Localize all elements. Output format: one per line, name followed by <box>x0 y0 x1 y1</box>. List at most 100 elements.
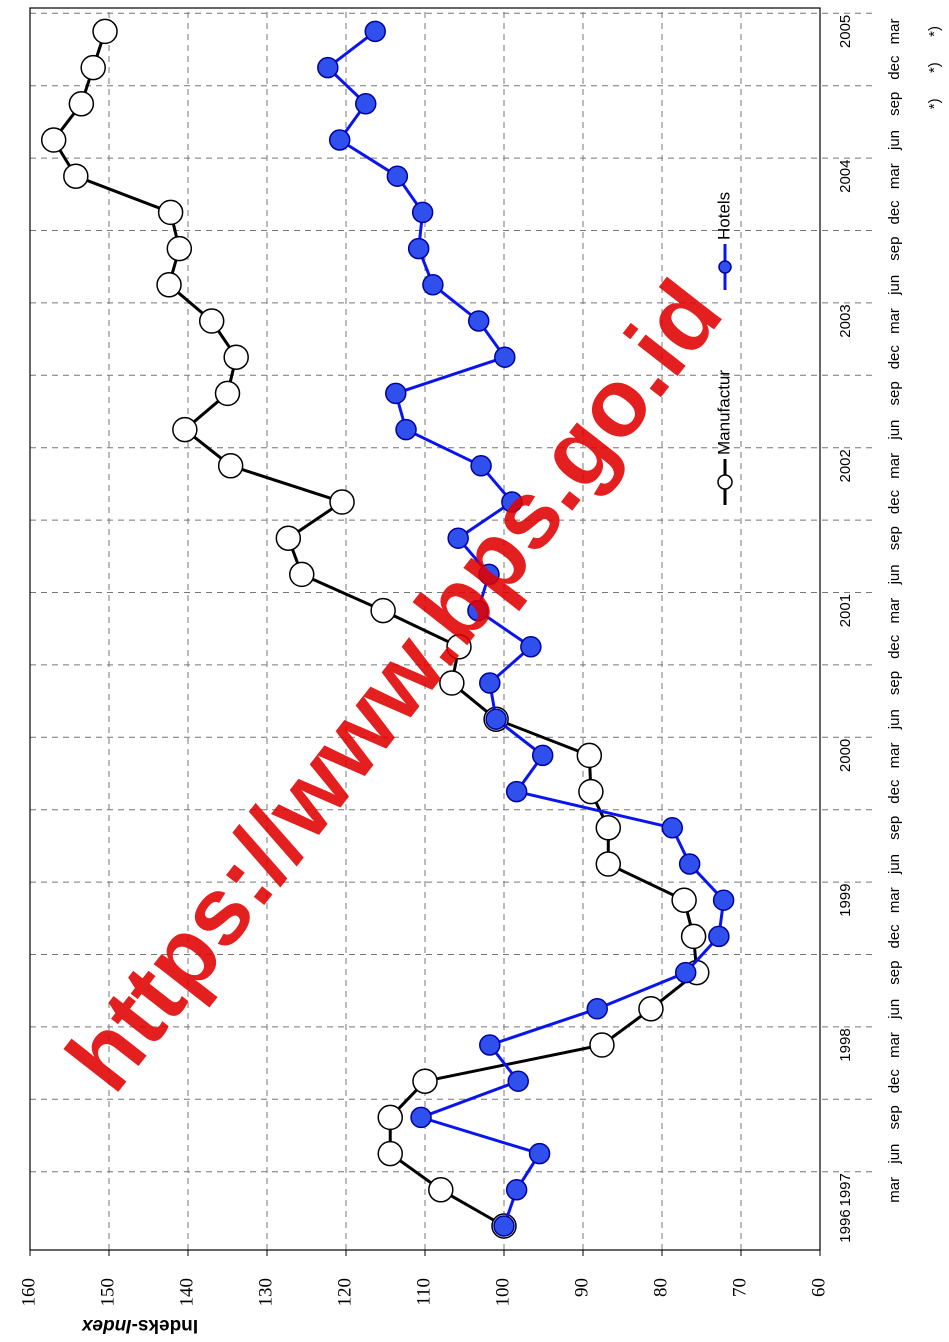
x-tick-label: sep <box>886 92 903 116</box>
x-tick-label: dec <box>886 924 903 949</box>
data-point <box>678 853 701 875</box>
data-point <box>329 489 355 515</box>
data-point <box>214 380 241 407</box>
data-point <box>680 923 707 950</box>
x-tick-label: dec <box>886 489 903 514</box>
x-tick-label: sep <box>886 237 903 261</box>
data-point <box>528 1142 551 1165</box>
note-label: *) <box>926 98 943 109</box>
y-tick-label: 60 <box>808 1278 829 1297</box>
data-point <box>411 201 434 224</box>
x-tick-label: mar <box>886 18 903 44</box>
x-tick-label: sep <box>886 381 903 405</box>
data-point <box>493 1215 515 1237</box>
data-point <box>638 996 664 1022</box>
legend-label: Hotels <box>714 192 733 240</box>
x-tick-label: dec <box>886 779 903 804</box>
y-tick-label: 100 <box>492 1278 513 1307</box>
y-axis-title: Indeks-Index <box>80 1315 198 1336</box>
data-point <box>507 1070 529 1092</box>
data-point <box>172 416 198 443</box>
data-point <box>289 561 315 588</box>
series-line <box>51 30 699 1228</box>
year-label: 2003 <box>837 304 854 337</box>
data-point <box>317 56 339 79</box>
x-tick-label: dec <box>886 200 903 225</box>
y-tick-label: 120 <box>334 1278 355 1307</box>
data-point <box>589 1032 615 1058</box>
x-tick-label: sep <box>886 816 903 840</box>
data-point <box>80 54 106 81</box>
year-label: 2000 <box>837 739 854 772</box>
data-point <box>412 1068 438 1094</box>
x-tick-label: jun <box>886 999 903 1020</box>
legend-label: Manufactur <box>714 370 733 455</box>
x-tick-label: mar <box>886 308 903 334</box>
x-tick-label: dec <box>886 345 903 370</box>
data-point <box>439 670 465 696</box>
x-tick-label: mar <box>886 453 903 479</box>
plot-frame <box>29 7 821 1251</box>
data-point <box>410 1106 432 1129</box>
x-tick-label: mar <box>886 1177 903 1203</box>
data-point <box>494 346 516 368</box>
data-point <box>470 455 492 477</box>
note-label: *) <box>926 26 943 37</box>
data-point <box>166 235 193 262</box>
y-axis-title-en: Index <box>80 1315 131 1336</box>
data-point <box>505 1179 528 1201</box>
data-point <box>505 780 528 803</box>
data-point <box>595 815 622 841</box>
data-point <box>586 998 608 1020</box>
x-tick-label: dec <box>886 1069 903 1094</box>
data-point <box>377 1104 403 1131</box>
note-label: *) <box>926 62 943 73</box>
data-point <box>63 163 89 189</box>
x-tick-label: jun <box>886 854 903 875</box>
x-tick-label: mar <box>886 1032 903 1058</box>
x-tick-label: jun <box>886 275 903 296</box>
y-tick-label: 80 <box>650 1278 671 1297</box>
data-point <box>68 91 95 117</box>
data-point <box>576 742 603 769</box>
y-tick-label: 110 <box>413 1278 434 1306</box>
x-tick-label: sep <box>886 961 903 985</box>
data-point <box>275 525 302 551</box>
data-point <box>385 382 407 405</box>
y-tick-label: 160 <box>18 1278 39 1307</box>
x-tick-label: mar <box>886 887 903 913</box>
data-point <box>485 708 507 730</box>
data-point <box>671 887 697 913</box>
data-point <box>422 274 444 296</box>
x-tick-label: jun <box>886 564 903 585</box>
data-point <box>40 127 67 153</box>
chart-body: Indeks-Index 60 70 80 90 100 110 120 130 140 150 1… <box>18 7 943 1336</box>
year-label: 1996 <box>837 1209 854 1242</box>
data-point <box>479 1034 501 1056</box>
y-tick-label: 140 <box>176 1278 197 1307</box>
data-point <box>578 778 604 805</box>
data-point <box>712 889 735 911</box>
data-point <box>92 18 118 45</box>
data-point <box>198 308 225 334</box>
data-point <box>531 744 554 767</box>
x-tick-label: jun <box>886 420 903 441</box>
legend-marker <box>718 260 732 274</box>
data-point <box>395 418 417 441</box>
data-point <box>501 491 523 513</box>
data-point <box>364 20 386 43</box>
year-label: 2001 <box>837 594 854 627</box>
data-point <box>355 93 377 115</box>
y-axis-title-id: Indeks- <box>132 1315 199 1336</box>
year-label: 1997 <box>837 1173 854 1206</box>
x-tick-label: mar <box>886 598 903 624</box>
x-tick-label: jun <box>886 1144 903 1165</box>
y-tick-label: 90 <box>571 1278 592 1297</box>
data-point <box>377 1140 403 1167</box>
year-label: 1998 <box>837 1028 854 1061</box>
data-point <box>370 597 396 624</box>
data-point <box>386 165 409 187</box>
x-tick-label: mar <box>886 163 903 189</box>
data-point <box>595 851 622 877</box>
